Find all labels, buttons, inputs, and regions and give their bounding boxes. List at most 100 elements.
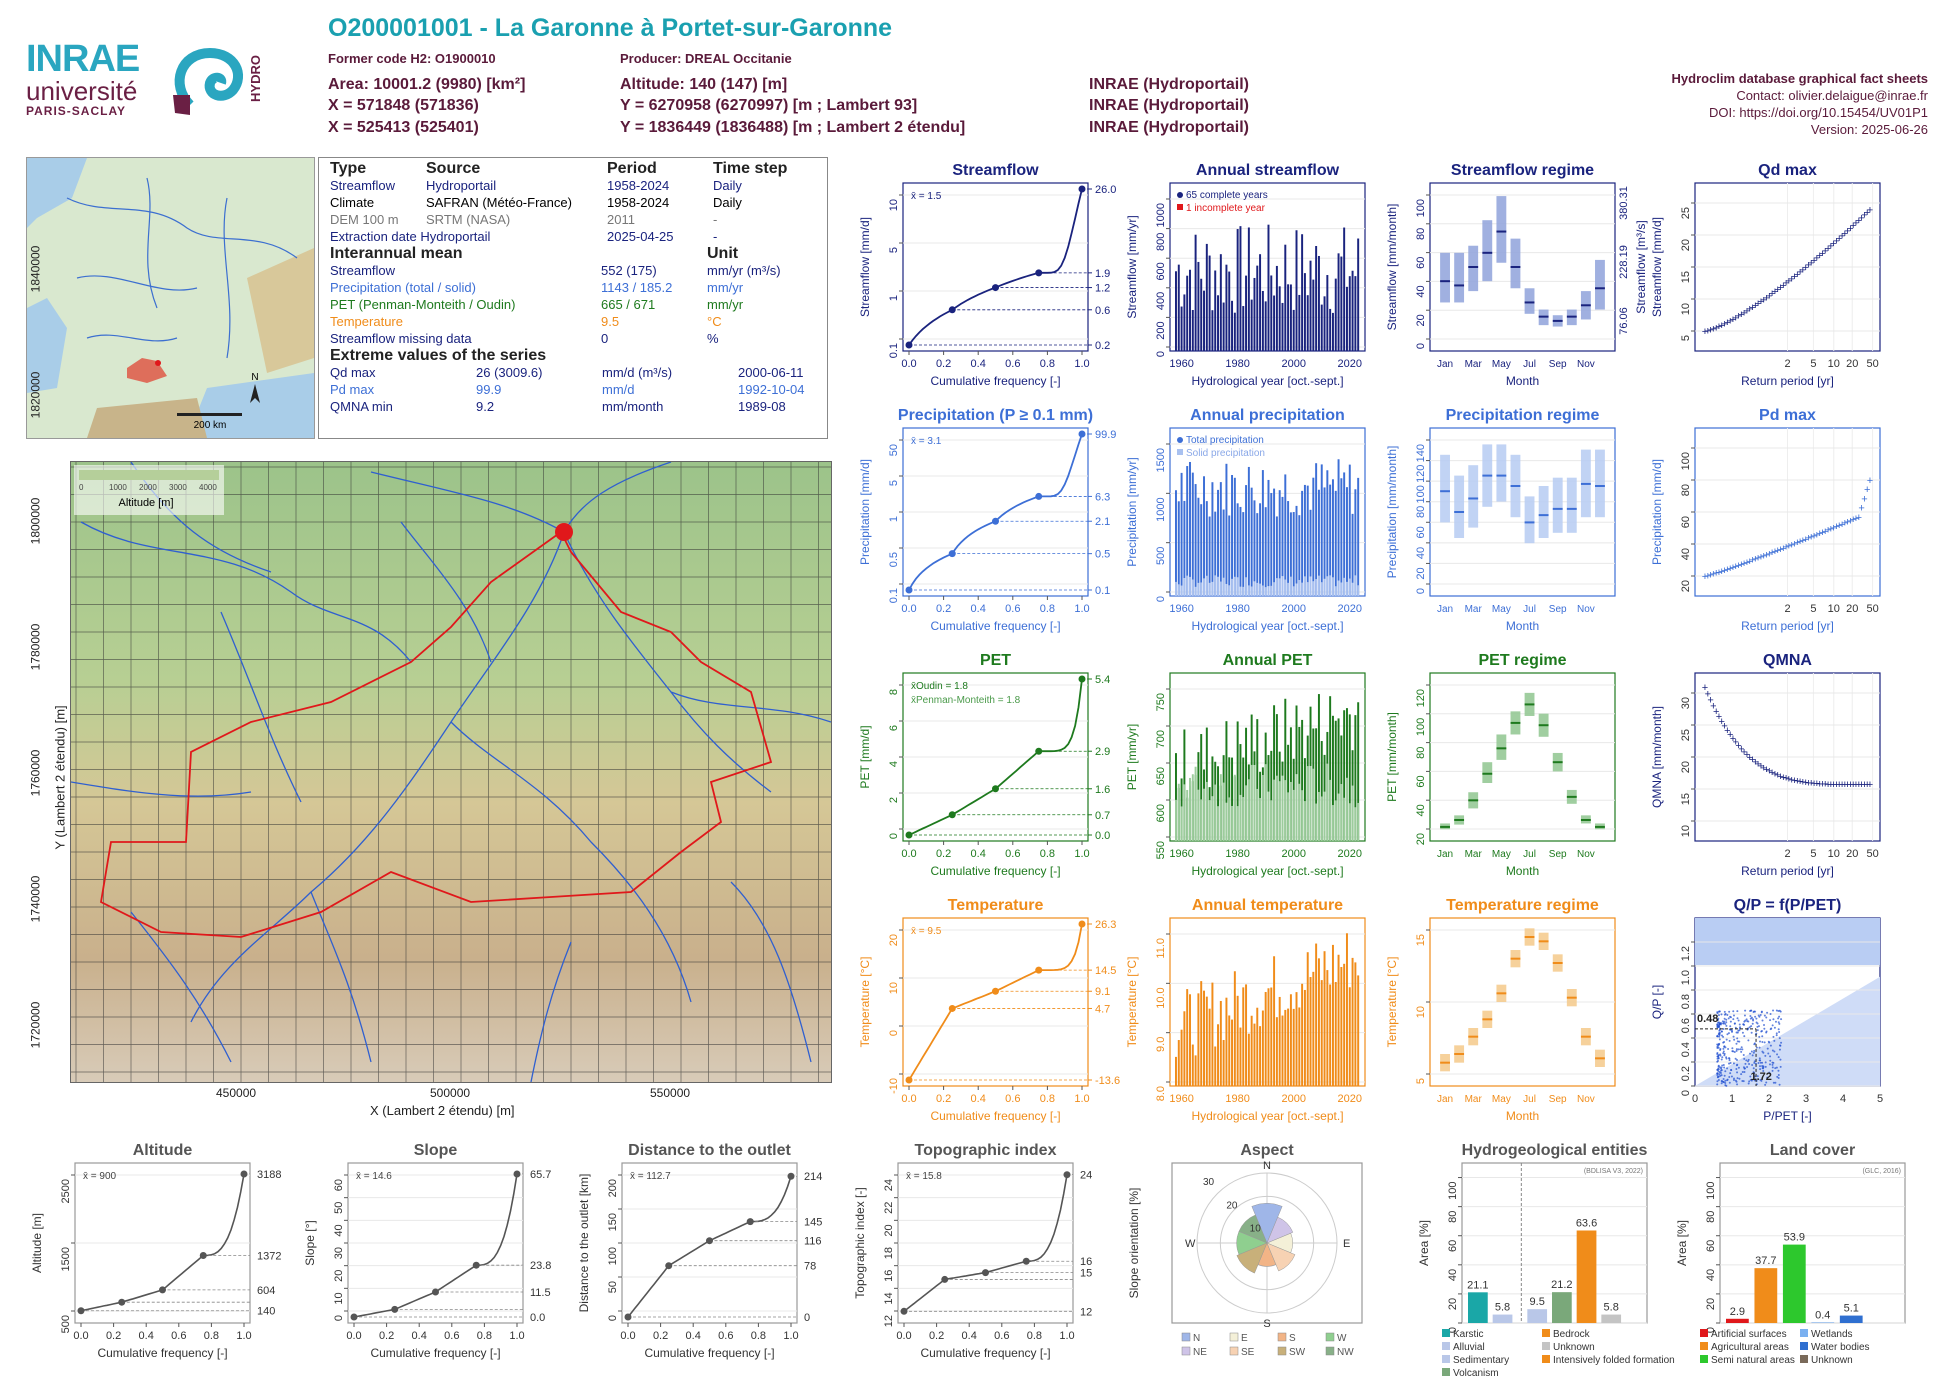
- scatter-point: [1769, 1059, 1772, 1062]
- legend-label: NE: [1193, 1347, 1207, 1358]
- return-period-point: +: [1727, 729, 1733, 741]
- annual-bar: [1242, 512, 1245, 596]
- y-tick-label: 750: [1155, 693, 1167, 711]
- return-period-point: +: [1825, 243, 1831, 255]
- x-tick-label: 1.0: [1074, 1093, 1089, 1105]
- return-period-point: +: [1850, 514, 1856, 526]
- annual-bar: [1287, 284, 1290, 351]
- right-label: 26.0: [1095, 184, 1116, 196]
- y-tick-label: 20: [1680, 580, 1692, 592]
- area-bar: [1726, 1318, 1749, 1323]
- x-tick-label: 1.0: [509, 1330, 524, 1342]
- scatter-point: [1743, 1070, 1746, 1073]
- right-label: 26.3: [1095, 919, 1116, 931]
- return-period-point: +: [1761, 294, 1767, 306]
- quantile-point: [391, 1305, 399, 1313]
- bar-value-label: 0.4: [1815, 1309, 1830, 1321]
- scatter-point: [1718, 1038, 1721, 1041]
- scatter-point: [1731, 1029, 1734, 1032]
- return-period-point: +: [1783, 278, 1789, 290]
- x-axis-label: Month: [1506, 864, 1539, 878]
- mean-label: x̄ = 15.8: [906, 1171, 942, 1182]
- return-period-point: +: [1755, 759, 1761, 771]
- scatter-point: [1768, 1063, 1771, 1066]
- area-bar: [1782, 1244, 1806, 1323]
- return-period-point: +: [1724, 725, 1730, 737]
- legend-swatch: [1800, 1355, 1808, 1363]
- legend-label: S: [1289, 1333, 1296, 1344]
- quantile-point: [1078, 920, 1086, 928]
- regime-box: [1468, 245, 1479, 292]
- annual-bar-secondary: [1351, 582, 1354, 596]
- scatter-point: [1723, 1010, 1726, 1013]
- chart-title: Distance to the outlet: [628, 1142, 791, 1159]
- info-table: Type Source Period Time step Streamflow H…: [318, 157, 828, 439]
- aspect-sector: [1266, 1242, 1296, 1272]
- annual-bar: [1256, 513, 1259, 596]
- return-period-point: +: [1766, 290, 1772, 302]
- y-tick-label: 30: [333, 1247, 345, 1259]
- return-period-point: +: [1842, 779, 1848, 791]
- return-period-point: +: [1777, 544, 1783, 556]
- y-tick-label: 200: [1155, 321, 1167, 339]
- x-tick-label: 0.2: [936, 848, 951, 860]
- return-period-point: +: [1744, 306, 1750, 318]
- annual-bar: [1357, 702, 1360, 841]
- y-tick-label: 150: [607, 1213, 619, 1231]
- scatter-point: [1727, 1032, 1730, 1035]
- info-row: Extraction date Hydroportail 2025-04-25-: [330, 229, 718, 244]
- x-tick-label: 0.4: [962, 1330, 977, 1342]
- annual-bar: [1261, 290, 1264, 351]
- annual-bar: [1278, 490, 1281, 596]
- scatter-point: [1768, 1071, 1771, 1074]
- annual-bar: [1200, 734, 1203, 841]
- x-tick-label: 2: [1784, 848, 1790, 860]
- scatter-point: [1755, 1017, 1758, 1020]
- y2-tick-label: 228.19: [1618, 245, 1630, 279]
- x-tick-label: 2020: [1338, 848, 1362, 860]
- annual-bar: [1348, 464, 1351, 596]
- annual-bar: [1222, 1040, 1225, 1086]
- y-tick-label: 80: [1415, 747, 1427, 759]
- x-tick-label: 4: [1840, 1093, 1846, 1105]
- river-line: [220, 611, 302, 803]
- return-period-point: +: [1825, 525, 1831, 537]
- annual-bar: [1225, 463, 1228, 596]
- annual-bar: [1191, 310, 1194, 351]
- x-tick-label: 50: [1866, 358, 1878, 370]
- scatter-point: [1772, 1061, 1775, 1064]
- former-code: Former code H2: O1900010: [328, 51, 496, 66]
- return-period-point: +: [1730, 562, 1736, 574]
- annual-bar-secondary: [1354, 807, 1357, 841]
- annual-bar: [1275, 516, 1278, 596]
- scatter-point: [1778, 1022, 1781, 1025]
- right-label: 3188: [257, 1169, 281, 1181]
- annual-bar: [1343, 710, 1346, 841]
- area-bar: [1527, 1309, 1548, 1323]
- x-axis-label: Return period [yr]: [1741, 619, 1834, 633]
- y-tick-label: 100: [1415, 718, 1427, 736]
- river-line: [80, 521, 412, 663]
- scatter-point: [1775, 1009, 1778, 1012]
- area-bar: [1754, 1268, 1778, 1323]
- return-period-point: +: [1836, 520, 1842, 532]
- area-bar: [1601, 1314, 1622, 1323]
- annual-bar: [1261, 1010, 1264, 1086]
- chart-title: Annual temperature: [1192, 897, 1343, 914]
- y-tick-label: 20: [1705, 1298, 1717, 1310]
- annual-bar: [1303, 273, 1306, 351]
- annual-bar-secondary: [1267, 791, 1270, 841]
- scatter-point: [1743, 1020, 1746, 1023]
- annual-bar-secondary: [1194, 766, 1197, 841]
- mean-label: x̄ = 900: [83, 1171, 117, 1182]
- return-period-point: +: [1749, 555, 1755, 567]
- return-period-point: +: [1808, 778, 1814, 790]
- plot-frame: [902, 182, 1089, 352]
- return-period-point: +: [1755, 298, 1761, 310]
- annual-bar: [1357, 975, 1360, 1086]
- annual-bar: [1312, 477, 1315, 596]
- annual-bar-secondary: [1222, 577, 1225, 596]
- legend-tick: 0: [79, 483, 84, 492]
- source-label: (GLC, 2016): [1862, 1168, 1901, 1175]
